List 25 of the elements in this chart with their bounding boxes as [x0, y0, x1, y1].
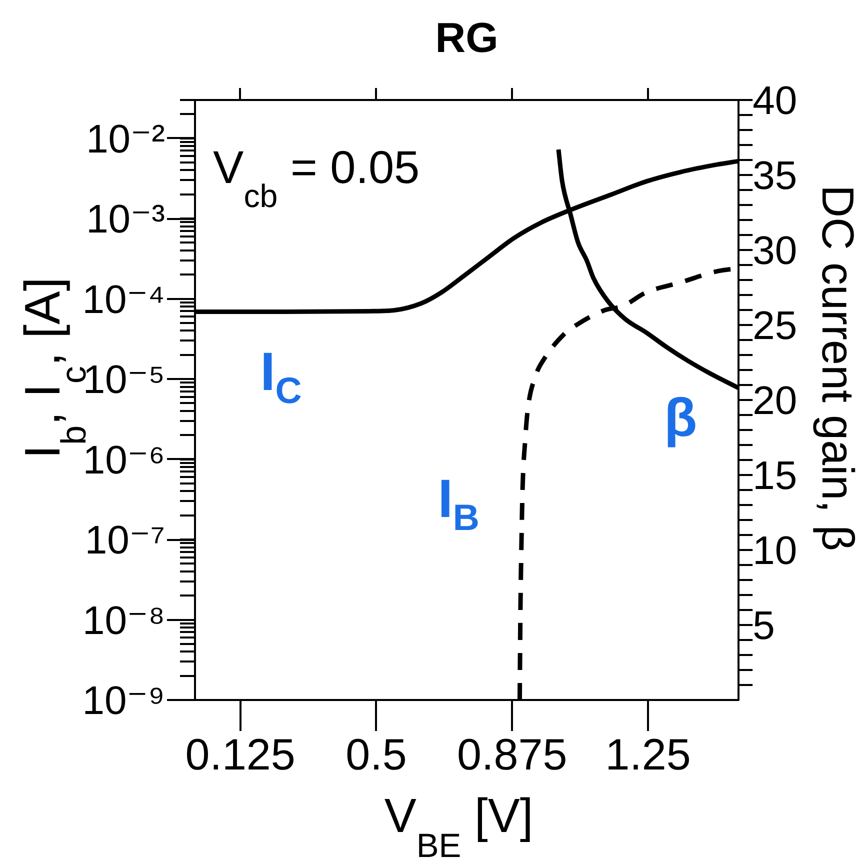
y-tick-label: 10⁻²: [86, 117, 165, 162]
y-tick-label: 10⁻⁴: [82, 278, 165, 322]
y-tick-label: 10⁻³: [86, 198, 165, 242]
series-label: β: [664, 388, 698, 448]
annotation: V$_{cb}$ = 0.05: [213, 141, 420, 214]
chart-title: RG: [435, 14, 498, 61]
y2-tick-label: 35: [752, 154, 798, 198]
y2-tick-label: 10: [752, 529, 798, 574]
y2-tick-label: 40: [752, 79, 798, 124]
y2-tick-label: 15: [752, 454, 798, 498]
x-tick-label: 0.125: [185, 730, 296, 780]
y2-tick-label: 30: [752, 229, 798, 274]
y2-tick-label: 20: [752, 379, 798, 424]
y2-tick-label: 25: [752, 304, 798, 348]
y-tick-label: 10⁻⁹: [82, 679, 165, 724]
x-tick-label: 0.5: [346, 730, 407, 780]
legend-label: I$_{C}$: [260, 342, 302, 411]
series-label: I$_{B}$: [438, 469, 480, 538]
x-axis-title: V$_{BE}$ [V]: [384, 790, 534, 858]
y-tick-label: 10⁻⁸: [82, 598, 165, 643]
x-tick-label: 0.875: [457, 730, 568, 780]
y-tick-label: 10⁻⁷: [84, 518, 165, 563]
y2-axis-title: DC current gain, β: [812, 184, 864, 552]
y2-tick-label: 5: [752, 604, 775, 648]
x-tick-label: 1.25: [605, 730, 691, 780]
